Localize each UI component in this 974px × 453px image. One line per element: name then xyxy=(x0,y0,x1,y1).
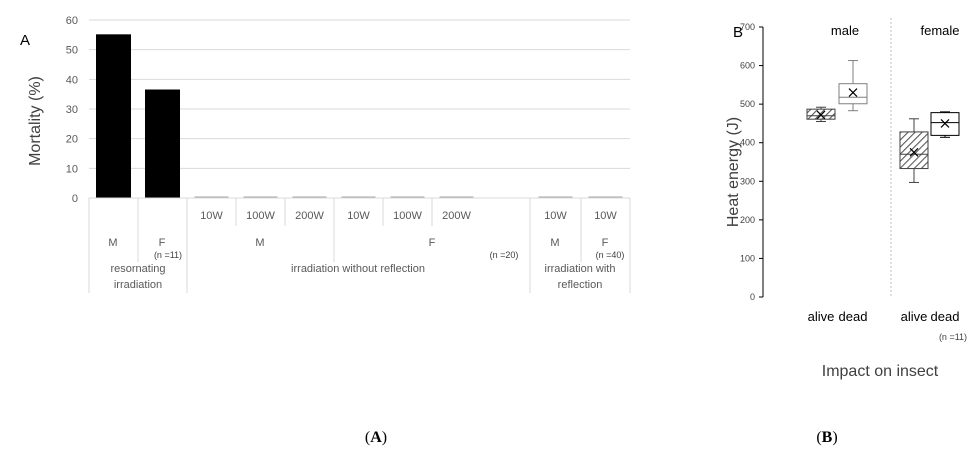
mean-marker xyxy=(909,147,919,157)
bar xyxy=(194,196,229,198)
group-label: reflection xyxy=(558,279,603,291)
panel-a-bars xyxy=(96,34,623,199)
power-label: 100W xyxy=(246,210,275,222)
y-tick-label: 30 xyxy=(66,104,78,116)
box-label: dead xyxy=(839,309,868,324)
box-label: alive xyxy=(901,309,928,324)
power-label: 10W xyxy=(594,210,617,222)
power-label: 200W xyxy=(442,210,471,222)
sex-label: F xyxy=(602,237,609,249)
box-label: dead xyxy=(931,309,960,324)
box xyxy=(899,131,929,170)
bar xyxy=(390,196,425,198)
power-label: 10W xyxy=(347,210,370,222)
bar xyxy=(341,196,376,198)
mean-marker xyxy=(848,88,858,97)
power-label: 10W xyxy=(200,210,223,222)
group-label: irradiation with xyxy=(545,263,616,275)
y-tick-label: 10 xyxy=(66,163,78,175)
group-label: irradiation without reflection xyxy=(291,263,425,275)
bar xyxy=(96,34,131,199)
box-label: alive xyxy=(808,309,835,324)
y-tick-label: 300 xyxy=(740,176,755,186)
y-tick-label: 40 xyxy=(66,74,78,86)
group-label: female xyxy=(920,23,959,38)
sex-label: M xyxy=(108,237,117,249)
bar xyxy=(292,196,327,198)
n-label: (n =11) xyxy=(154,250,182,260)
group-label: male xyxy=(831,23,859,38)
n-label: (n =40) xyxy=(596,250,625,260)
panel-a-y-ticks: 0 10 20 30 40 50 60 xyxy=(66,15,78,205)
power-label: 200W xyxy=(295,210,324,222)
panel-b-y-ticks: 0 100 200 300 400 500 600 700 xyxy=(740,22,764,302)
y-tick-label: 0 xyxy=(72,193,78,205)
group-label: resornating xyxy=(110,263,165,275)
bar xyxy=(538,196,573,198)
group-label: irradiation xyxy=(114,279,162,291)
caption-a: (A) xyxy=(365,429,387,446)
n-label: (n =20) xyxy=(490,250,519,260)
y-tick-label: 0 xyxy=(750,292,755,302)
sex-label: F xyxy=(429,237,436,249)
panel-b-ylabel: Heat energy (J) xyxy=(725,117,742,227)
mean-marker xyxy=(940,119,950,128)
n-label: (n =11) xyxy=(939,332,967,342)
panel-b-xlabel: Impact on insect xyxy=(822,363,939,380)
y-tick-label: 100 xyxy=(740,253,755,263)
y-tick-label: 500 xyxy=(740,99,755,109)
bar xyxy=(243,196,278,198)
bar xyxy=(588,196,623,198)
mean-marker xyxy=(816,110,826,120)
sex-label: F xyxy=(159,237,166,249)
sex-label: M xyxy=(550,237,559,249)
power-label: 10W xyxy=(544,210,567,222)
y-tick-label: 200 xyxy=(740,215,755,225)
y-tick-label: 700 xyxy=(740,22,755,32)
y-tick-label: 400 xyxy=(740,138,755,148)
y-tick-label: 20 xyxy=(66,134,78,146)
panel-a-ylabel: Mortality (%) xyxy=(27,76,44,166)
y-tick-label: 60 xyxy=(66,15,78,27)
power-label: 100W xyxy=(393,210,422,222)
caption-b: (B) xyxy=(816,429,837,446)
box xyxy=(838,83,868,105)
panel-a-letter: A xyxy=(20,32,30,49)
sex-label: M xyxy=(255,237,264,249)
y-tick-label: 600 xyxy=(740,61,755,71)
y-tick-label: 50 xyxy=(66,45,78,57)
panel-b-letter: B xyxy=(733,24,743,41)
bar xyxy=(439,196,474,198)
bar xyxy=(145,89,180,199)
